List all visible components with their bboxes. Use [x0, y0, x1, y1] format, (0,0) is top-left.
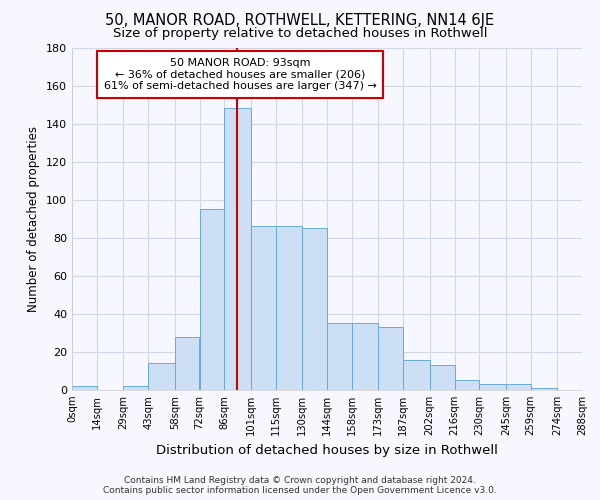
Bar [582, 384, 600, 390]
Bar [379, 327, 403, 390]
Bar [455, 380, 479, 390]
Bar [352, 324, 379, 390]
Bar [479, 384, 506, 390]
Text: Size of property relative to detached houses in Rothwell: Size of property relative to detached ho… [113, 28, 487, 40]
Bar [302, 228, 327, 390]
Bar [199, 209, 224, 390]
Bar [275, 226, 302, 390]
Text: Contains HM Land Registry data © Crown copyright and database right 2024.
Contai: Contains HM Land Registry data © Crown c… [103, 476, 497, 495]
Bar [506, 384, 530, 390]
Bar [430, 366, 455, 390]
Bar [327, 324, 352, 390]
Bar [72, 386, 97, 390]
Bar [403, 360, 430, 390]
Bar [175, 336, 199, 390]
X-axis label: Distribution of detached houses by size in Rothwell: Distribution of detached houses by size … [156, 444, 498, 456]
Text: 50, MANOR ROAD, ROTHWELL, KETTERING, NN14 6JE: 50, MANOR ROAD, ROTHWELL, KETTERING, NN1… [106, 12, 494, 28]
Bar [251, 226, 275, 390]
Text: 50 MANOR ROAD: 93sqm
← 36% of detached houses are smaller (206)
61% of semi-deta: 50 MANOR ROAD: 93sqm ← 36% of detached h… [104, 58, 377, 91]
Bar [224, 108, 251, 390]
Y-axis label: Number of detached properties: Number of detached properties [28, 126, 40, 312]
Bar [148, 364, 175, 390]
Bar [530, 388, 557, 390]
Bar [124, 386, 148, 390]
